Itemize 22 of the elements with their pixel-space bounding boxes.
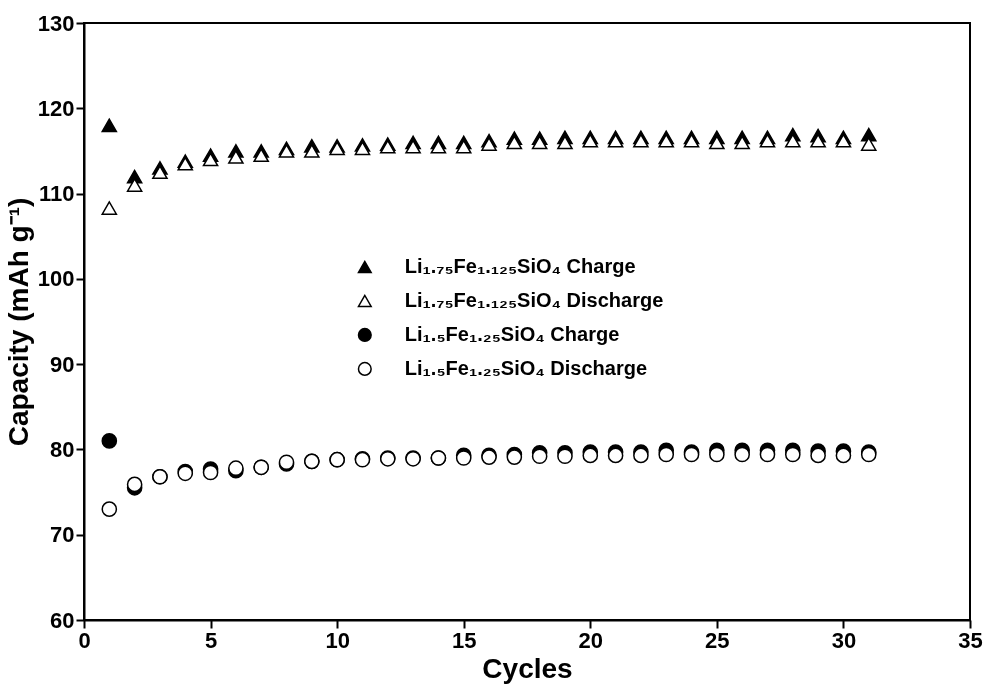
x-tick-label: 20 [578, 627, 604, 653]
y-tick-label: 80 [50, 436, 75, 462]
x-tick-label: 10 [325, 627, 350, 653]
y-axis-title: Capacity (mAh g⁻¹) [2, 197, 34, 447]
y-tick-label: 120 [37, 95, 75, 121]
y-tick-label: 110 [39, 181, 75, 207]
x-tick-label: 25 [705, 627, 730, 653]
y-tick-label: 90 [50, 351, 75, 377]
x-tick-label: 35 [958, 627, 983, 653]
y-tick-label: 130 [37, 10, 75, 36]
legend-label: Li₁.₇₅Fe₁.₁₂₅SiO₄ Charge [404, 254, 636, 277]
x-axis-title: Cycles [482, 652, 573, 684]
y-tick-label: 60 [50, 607, 75, 633]
legend-label: Li₁.₇₅Fe₁.₁₂₅SiO₄ Discharge [404, 288, 664, 311]
legend-label: Li₁.₅Fe₁.₂₅SiO₄ Charge [404, 322, 620, 345]
y-tick-label: 100 [37, 266, 75, 292]
y-tick-label: 70 [50, 522, 75, 548]
x-tick-label: 5 [204, 627, 218, 653]
x-tick-label: 30 [831, 627, 857, 653]
x-tick-label: 0 [78, 627, 91, 653]
legend-label: Li₁.₅Fe₁.₂₅SiO₄ Discharge [404, 356, 648, 379]
x-tick-label: 15 [451, 627, 477, 653]
